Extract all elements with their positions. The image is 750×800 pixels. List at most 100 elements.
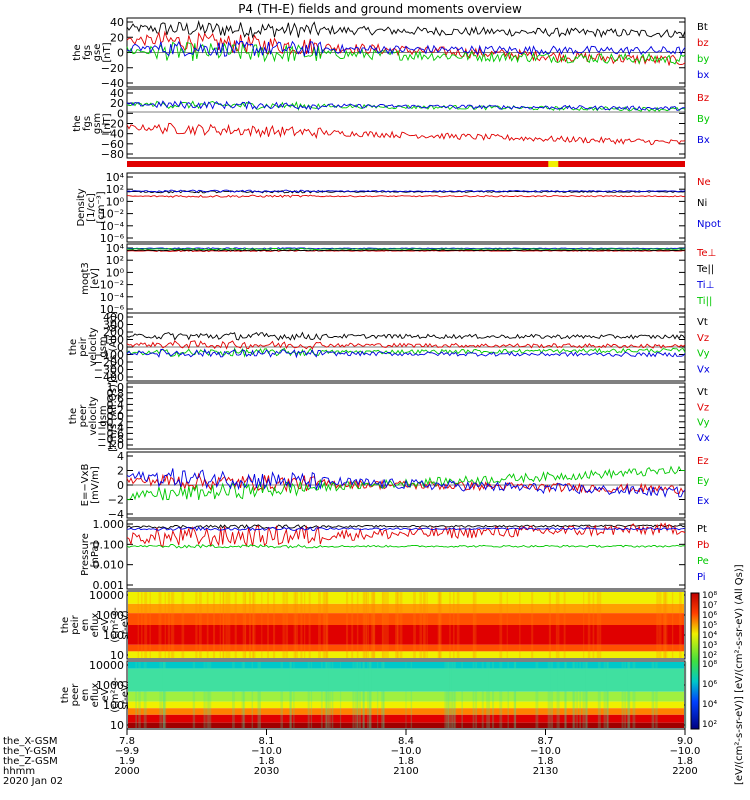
colorbar-tick-label: 10⁸ [702,660,717,670]
y-axis-label-line: [1/cc] [86,193,97,222]
spectrogram-streak [461,662,463,728]
spectrogram-streak [556,662,558,728]
y-axis-label: the peer velocity gsm [km/s (All Qs)] [68,380,119,452]
spectrogram-streak [368,662,372,728]
spectrogram-streak [162,662,166,728]
spectrogram-streak [143,662,147,728]
x-tick-label: 2200 [672,766,697,777]
legend-entry: Vz [697,333,709,344]
spectrogram-streak [367,592,370,658]
spectrogram-streak [282,592,285,658]
spectrogram-streak [318,592,321,658]
y-tick-label: 20 [110,97,124,110]
spectrogram-streak [137,592,139,658]
spectrogram-streak [405,662,407,728]
y-axis-label-line: the [60,687,71,703]
legend-entry: Ez [697,456,709,467]
spectrogram-streak [423,592,425,658]
legend-entry: Bt [697,22,708,33]
series-line-pi [126,526,686,532]
legend-entry: Ey [697,476,709,487]
y-axis-label-line: en [80,619,91,632]
spectrogram-band [128,691,684,702]
spectrogram-streak [300,592,303,658]
y-tick-label: 0.8 [107,387,125,400]
mode-bar [127,161,685,167]
spectrogram-streak [438,592,441,658]
y-axis-label: Density [1/cc] [cm⁻³] [76,188,107,226]
spectrogram-streak [548,592,552,658]
spectrogram-streak [203,662,206,728]
spectrogram-streak [663,592,666,658]
series-line-ti|| [127,247,686,251]
y-axis-label: the peir velocity gsm [km/s (All Qs)] [68,311,119,383]
spectrogram-streak [323,592,326,658]
y-tick-label: 10 [110,649,124,662]
spectrogram-streak [449,662,452,728]
spectrogram-streak [356,592,359,658]
y-tick-label: 0.4 [107,398,125,411]
y-tick-label: −0.8 [97,433,124,446]
legend-entry: Vy [697,349,710,360]
y-axis-label-line: Pressure [80,533,91,576]
y-tick-label: 10⁻⁴ [100,220,125,233]
spectrogram-streak [583,592,585,658]
y-tick-label: 0.010 [93,559,125,572]
spectrogram-streak [362,662,365,728]
colorbar-tick-label: 10⁴ [702,631,717,641]
colorbar-tick-label: 10⁵ [702,621,717,631]
spectrogram-streak [384,592,388,658]
spectrogram-streak [322,592,325,658]
spectrogram-streak [243,662,246,728]
y-tick-label: 10⁻² [100,279,124,292]
spectrogram-streak [572,662,575,728]
spectrogram-streak [585,662,588,728]
y-tick-label: 20 [110,31,124,44]
y-tick-label: 0.2 [107,404,125,417]
y-axis-label-line: peer [70,683,81,707]
x-tick-label: −10.0 [530,746,561,757]
y-axis-label-line: Density [76,188,87,226]
legend-entry: bx [697,70,709,81]
spectrogram-streak [167,592,171,658]
spectrogram-streak [181,592,185,658]
legend-entry: Pi [697,572,706,583]
y-axis-label-line: sr-eV) [120,680,131,709]
series-line-vt [126,331,686,341]
spectrogram-streak [293,662,295,728]
spectrogram-streak [513,662,516,728]
spectrogram-streak [159,662,162,728]
spectrogram-band [128,708,684,715]
spectrogram-streak [603,662,606,728]
y-tick-label: 10⁻⁶ [100,303,125,316]
spectrogram-streak [499,662,503,728]
y-axis-label-line: gsm [92,113,103,134]
y-axis-label: the fgs gsm [nT] [72,113,113,134]
spectrogram-streak [475,662,478,728]
y-axis-label-line: [eV] [90,268,101,289]
y-axis-label-line: velocity [88,396,99,435]
spectrogram-streak [135,662,137,728]
spectrogram-band [128,625,684,645]
spectrogram-streak [651,662,654,728]
spectrogram-streak [627,662,630,728]
y-tick-label: 0 [117,47,124,60]
spectrogram-streak [573,662,576,728]
series-line-bx [126,100,686,111]
spectrogram-streak [382,662,385,728]
y-axis-label-line: eV [100,618,111,631]
y-axis-label-line: [nT] [102,42,113,62]
spectrogram-streak [446,662,450,728]
spectrogram-streak [355,662,358,728]
y-axis-label-line: moqt3 [80,262,91,295]
y-axis-label-line: (cm²-s- [110,677,121,713]
y-axis-label-line: sr-eV) [120,610,131,639]
y-axis-label-line: en [80,689,91,702]
y-tick-label: 100 [103,699,124,712]
series-line-bt [126,19,686,39]
spectrogram-streak [579,662,582,728]
legend-entry: bz [697,38,709,49]
y-tick-label: −200 [94,356,124,369]
